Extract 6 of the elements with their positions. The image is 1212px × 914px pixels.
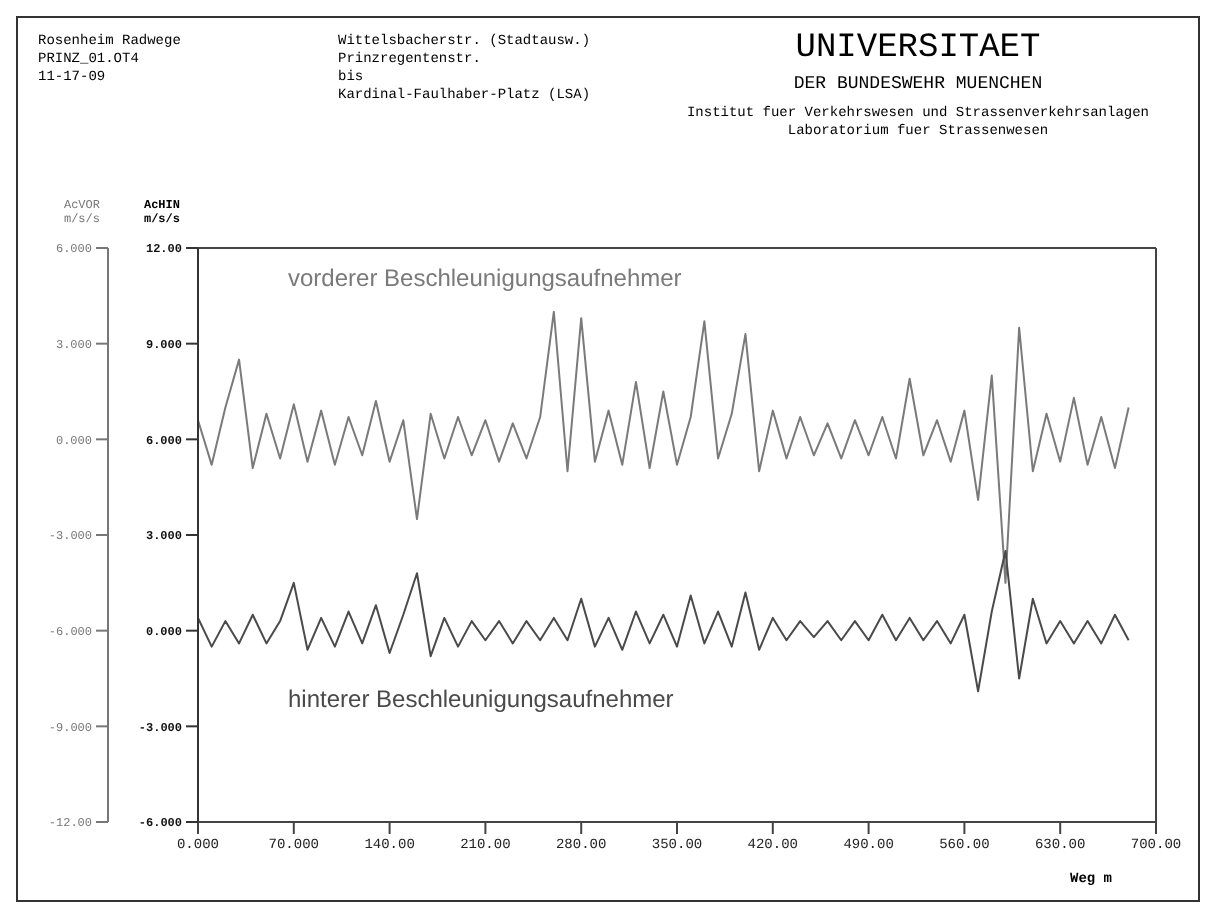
chart-subtitle: DER BUNDESWEHR MUENCHEN <box>791 74 1045 94</box>
chart-title: UNIVERSITAET <box>793 30 1043 68</box>
line-series <box>198 310 1130 584</box>
series-label: hinterer Beschleunigungsaufnehmer <box>288 684 674 713</box>
line-series <box>198 549 1130 693</box>
series-label: vorderer Beschleunigungsaufnehmer <box>288 264 682 293</box>
